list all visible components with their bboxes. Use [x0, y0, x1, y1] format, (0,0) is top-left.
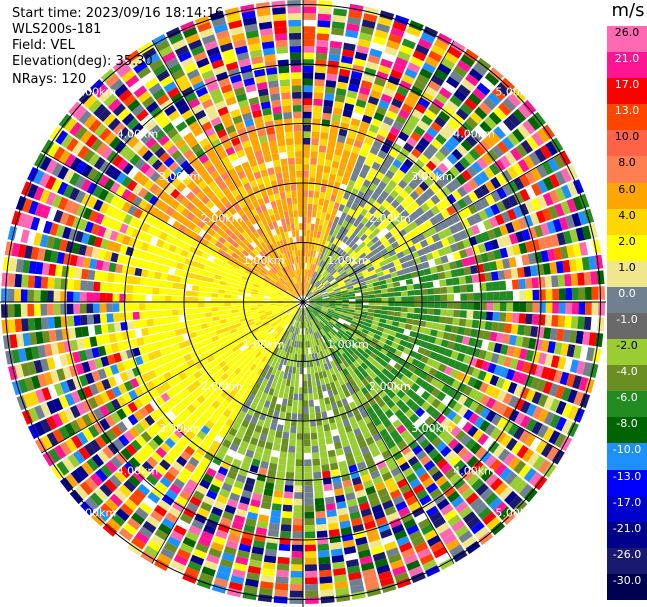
- range-ring-label: 1.00km: [327, 254, 369, 267]
- range-ring-label: 3.00km: [159, 422, 201, 435]
- colorbar-tick-label: 21.0: [614, 52, 640, 66]
- start-time-label: Start time: 2023/09/16 18:14:16: [12, 6, 224, 21]
- colorbar-tick-label: 1.0: [618, 260, 636, 274]
- colorbar-tick-label: 17.0: [614, 78, 640, 92]
- range-ring-label: 5.00km: [75, 86, 117, 99]
- colorbar-cell: -30.0: [607, 573, 647, 600]
- range-ring-label: 4.00km: [453, 128, 495, 141]
- instrument-label: WLS200s-181: [12, 22, 102, 37]
- colorbar-unit: m/s: [611, 0, 645, 21]
- range-ring-label: 1.00km: [243, 338, 285, 351]
- colorbar-cell: -4.0: [607, 365, 647, 392]
- colorbar-tick-label: 0.0: [618, 286, 636, 300]
- colorbar-cell: 4.0: [607, 208, 647, 235]
- colorbar-cell: -10.0: [607, 443, 647, 470]
- colorbar-tick-label: 13.0: [614, 104, 640, 118]
- range-ring-label: 4.00km: [453, 464, 495, 477]
- colorbar-cell: -26.0: [607, 547, 647, 574]
- colorbar-cell: -6.0: [607, 391, 647, 418]
- range-ring-label: 2.00km: [201, 380, 243, 393]
- range-ring-label: 3.00km: [159, 170, 201, 183]
- range-ring-label: 2.00km: [369, 212, 411, 225]
- colorbar-tick-label: 4.0: [618, 208, 636, 222]
- range-ring-label: 4.00km: [117, 128, 159, 141]
- range-ring-label: 1.00km: [327, 338, 369, 351]
- elevation-label: Elevation(deg): 35.30: [12, 54, 153, 69]
- colorbar-cell: -2.0: [607, 339, 647, 366]
- colorbar-cell: -13.0: [607, 469, 647, 496]
- range-ring-label: 5.00km: [495, 506, 537, 519]
- azimuth-line: [151, 40, 455, 564]
- colorbar-cell: 2.0: [607, 234, 647, 261]
- colorbar-tick-label: -2.0: [616, 339, 638, 353]
- colorbar-tick-label: 8.0: [618, 156, 636, 170]
- range-ring-label: 2.00km: [201, 212, 243, 225]
- colorbar-tick-label: -30.0: [612, 573, 642, 587]
- colorbar-cell: 6.0: [607, 182, 647, 209]
- velocity-colorbar: 26.0 21.0 17.0 13.0 10.0 8.0 6.0 4.0 2.0 1.0 0.0 -1…: [607, 26, 647, 600]
- colorbar-tick-label: -26.0: [612, 547, 642, 561]
- colorbar-cell: 1.0: [607, 260, 647, 287]
- colorbar-cell: 21.0: [607, 52, 647, 79]
- colorbar-cell: 26.0: [607, 26, 647, 53]
- colorbar-cell: -8.0: [607, 417, 647, 444]
- colorbar-tick-label: 26.0: [614, 26, 640, 39]
- colorbar-cell: 17.0: [607, 78, 647, 105]
- range-ring-label: 3.00km: [411, 422, 453, 435]
- colorbar-cell: -21.0: [607, 521, 647, 548]
- colorbar-cell: -17.0: [607, 495, 647, 522]
- range-ring-label: 4.00km: [117, 464, 159, 477]
- colorbar-tick-label: 10.0: [614, 130, 640, 144]
- colorbar-tick-label: -13.0: [612, 469, 642, 483]
- colorbar-cell: 0.0: [607, 286, 647, 313]
- colorbar-tick-label: 2.0: [618, 234, 636, 248]
- colorbar-tick-label: 6.0: [618, 182, 636, 196]
- colorbar-tick-label: -1.0: [616, 313, 638, 326]
- colorbar-tick-label: -8.0: [616, 417, 638, 431]
- ppi-gates: [1, 0, 605, 604]
- range-ring-label: 1.00km: [243, 254, 285, 267]
- field-label: Field: VEL: [12, 38, 75, 53]
- colorbar-tick-label: -21.0: [612, 521, 642, 535]
- nrays-label: NRays: 120: [12, 72, 87, 87]
- range-ring-label: 3.00km: [411, 170, 453, 183]
- ppi-radar-plot: 1.00km 1.00km 1.00km 1.00km 2.00km 2.00km 2.00…: [0, 0, 606, 607]
- colorbar-cell: 13.0: [607, 104, 647, 131]
- colorbar-tick-label: -10.0: [612, 443, 642, 457]
- range-ring-label: 5.00km: [75, 506, 117, 519]
- colorbar-tick-label: -4.0: [616, 365, 638, 379]
- colorbar-cell: -1.0: [607, 313, 647, 340]
- colorbar-cell: 10.0: [607, 130, 647, 157]
- range-ring-label: 5.00km: [495, 86, 537, 99]
- colorbar-tick-label: -17.0: [612, 495, 642, 509]
- range-ring-label: 2.00km: [369, 380, 411, 393]
- colorbar-cell: 8.0: [607, 156, 647, 183]
- colorbar-tick-label: -6.0: [616, 391, 638, 405]
